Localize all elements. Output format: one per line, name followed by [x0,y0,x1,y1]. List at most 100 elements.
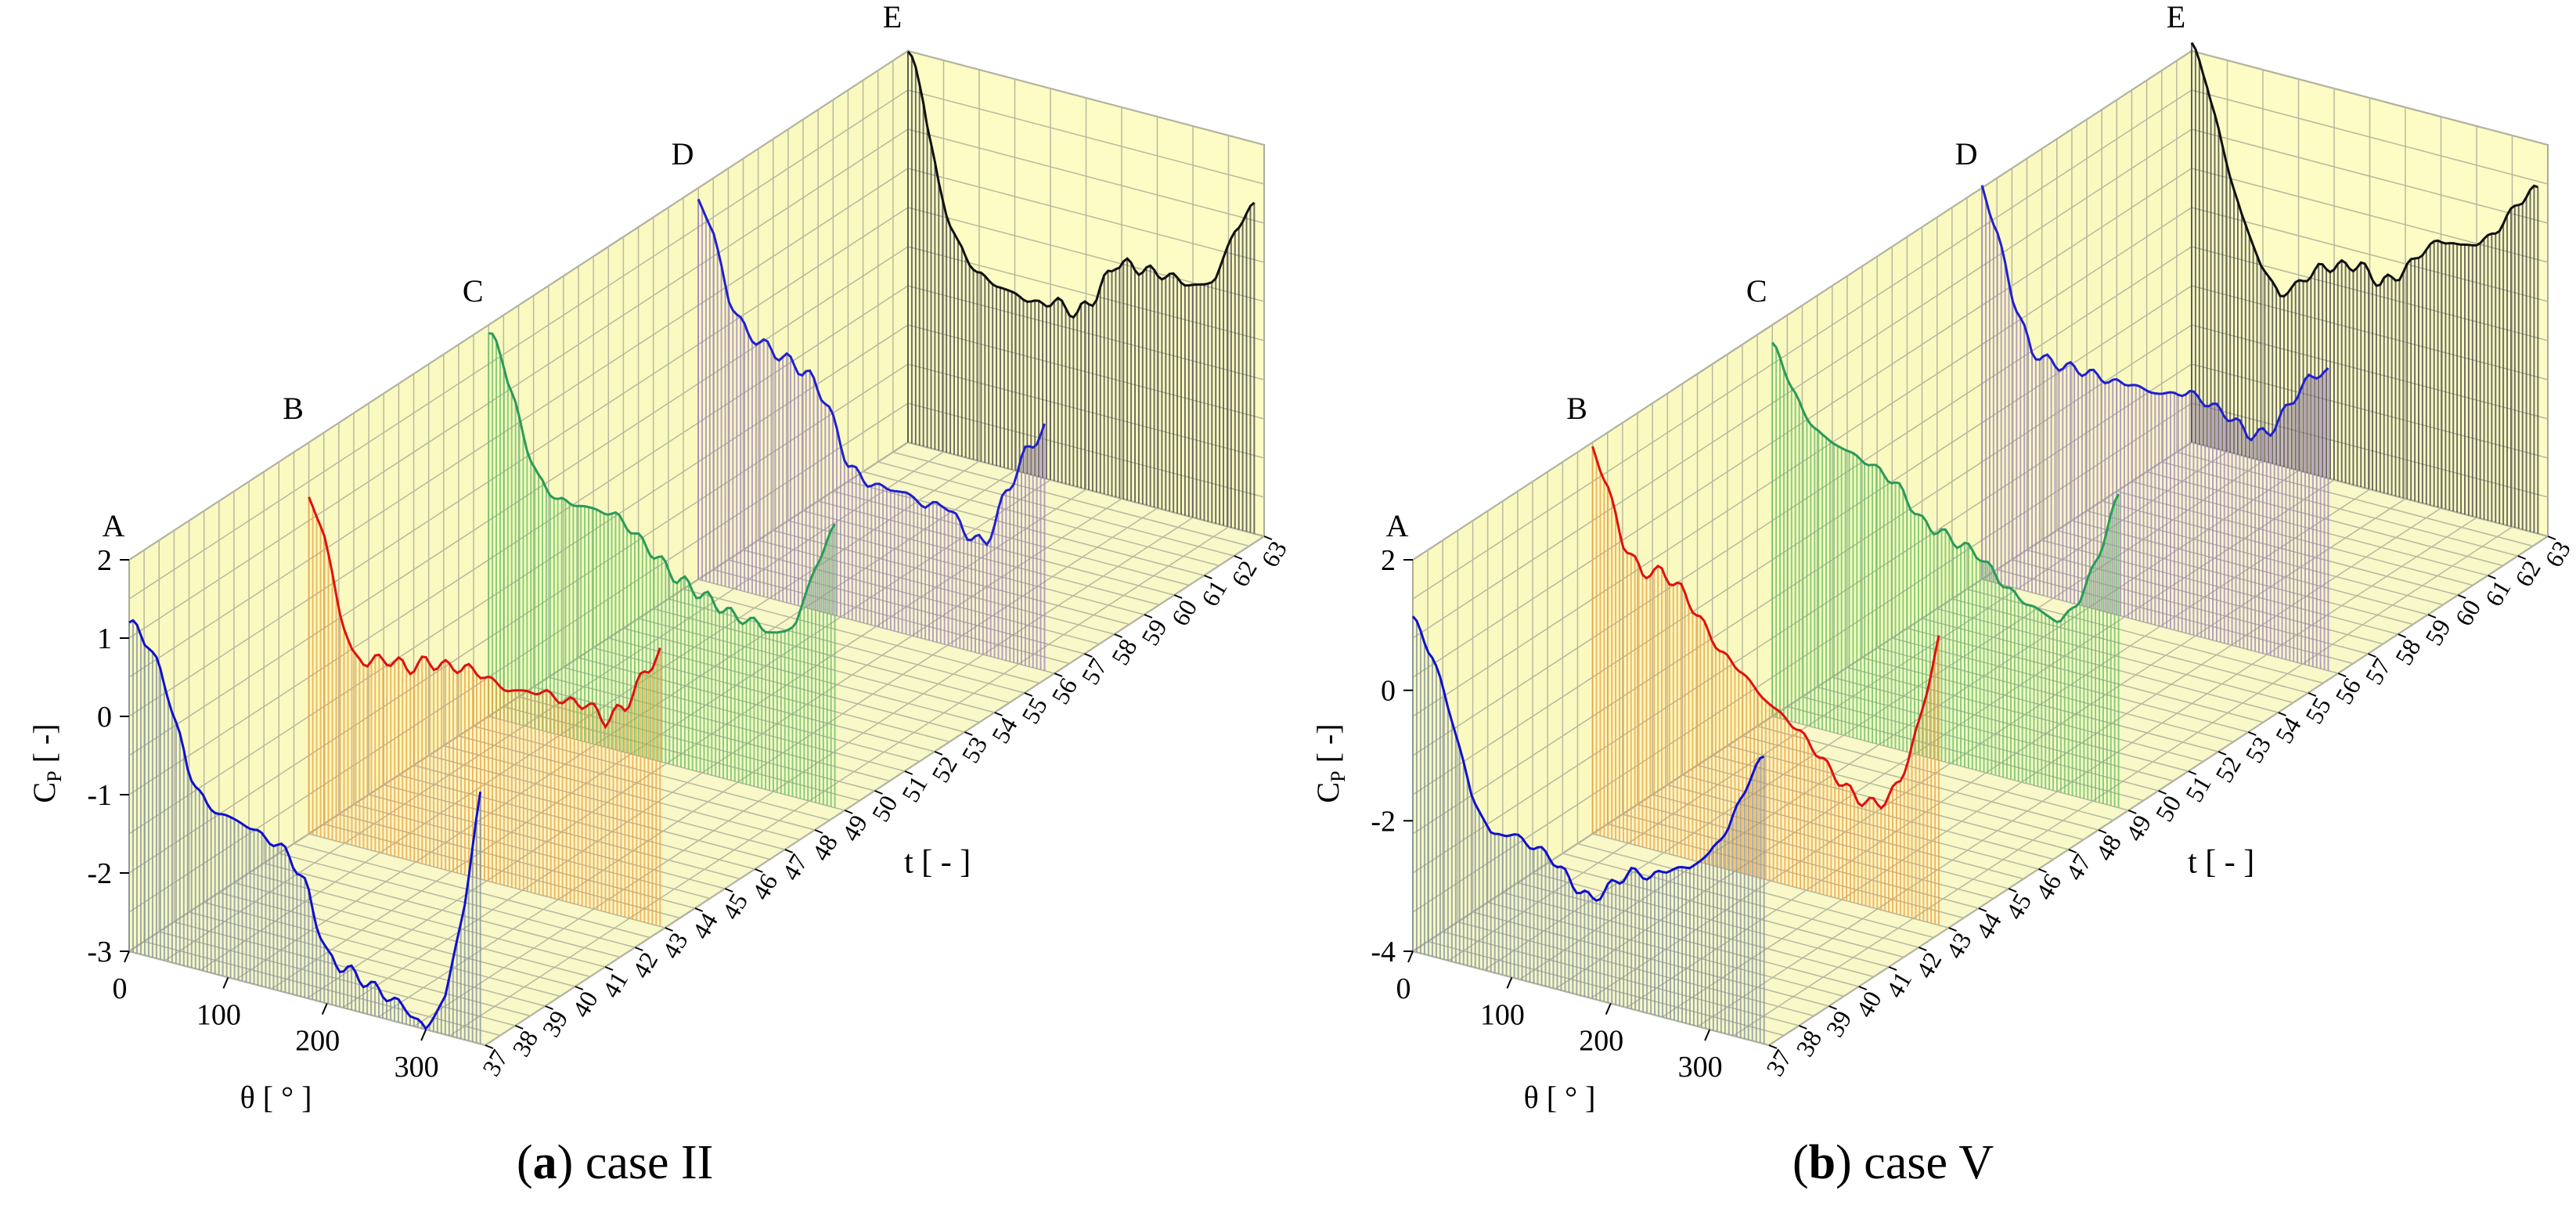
z-tick [1173,594,1183,599]
z-tick [2247,731,2257,736]
z-tick-label: 47 [2060,849,2097,886]
grid-line [128,442,909,952]
drop-lines [1412,616,1765,1044]
z-tick [1144,614,1153,619]
series-B: B [1566,391,1940,925]
z-tick [514,1025,524,1030]
z-tick [784,849,794,853]
grid-line [128,246,909,756]
chart-panel-b: E D C B A -4 -2 0 2 CP [ -] 0 100 200 300 θ [ ° ] 37383… [1310,0,2576,1115]
y-tick-label: 1 [97,622,112,655]
z-tick [934,751,943,756]
z-tick [1798,1025,1807,1030]
series-line-B [1591,445,1940,810]
z-tick-label: 53 [956,732,993,768]
x-tick [321,1003,328,1015]
z-tick-label: 42 [1910,947,1947,983]
z-tick-label: 56 [1046,673,1083,709]
z-tick-label: 61 [2479,575,2516,611]
z-tick [545,1005,553,1010]
z-tick [814,829,823,834]
z-tick-label: 55 [2300,693,2336,729]
z-tick [2308,692,2317,697]
grid-line [1412,402,2192,913]
z-tick [634,947,643,951]
z-tick [2098,829,2107,834]
z-tick-label: 46 [2030,869,2066,905]
x-tick-label: 200 [295,1025,340,1058]
series-label-C: C [1746,273,1767,308]
z-tick-label: 45 [716,889,753,925]
z-tick [2337,673,2347,677]
z-tick-label: 60 [2449,595,2486,631]
series-D: D [1955,136,2329,671]
z-tick-label: 57 [1075,654,1112,690]
z-tick [694,907,704,912]
drop-lines [1771,342,2120,808]
drop-lines [2191,42,2539,534]
series-line-A [1411,615,1765,902]
grid-line [1412,89,2192,600]
series-label-B: B [1566,391,1587,426]
series-D: D [672,136,1046,671]
z-tick-label: 63 [1256,536,1292,572]
series-label-C: C [463,273,484,308]
z-tick-label: 61 [1195,575,1232,611]
z-tick-label: 39 [1820,1006,1857,1042]
z-tick-label: 55 [1016,693,1053,729]
z-tick-label: 44 [1970,908,2007,944]
series-line-D [697,198,1046,546]
z-tick-label: 63 [2539,536,2576,572]
grid-line [128,285,909,795]
grid-line [128,363,909,874]
z-tick-label: 41 [596,967,633,1003]
z-tick [964,731,973,736]
z-tick-label: 54 [985,712,1022,748]
z-tick-label: 59 [1136,615,1173,651]
y-tick-label: 2 [1381,544,1396,577]
series-A: A [103,508,482,1044]
grid-line [1483,460,2264,971]
x-tick [420,1029,427,1041]
drop-lines [1981,185,2329,671]
y-tick-label: -3 [87,936,112,968]
z-tick [2398,633,2407,638]
series-line-C [1771,341,2120,624]
z-tick [904,770,913,775]
z-tick [755,868,763,873]
grid-line [378,507,1158,1018]
z-tick-label: 53 [2239,732,2276,768]
z-tick [485,1044,494,1049]
y-tick-label: -1 [87,779,112,812]
series-label-A: A [103,508,125,543]
series-line-C [488,331,836,634]
z-tick [1858,986,1868,990]
series-label-B: B [283,391,304,426]
z-tick [665,927,673,932]
z-tick-label: 54 [2269,712,2306,748]
y-tick-label: 0 [97,701,112,734]
grid-line [1412,168,2192,678]
y-axis-label: CP [ -] [27,723,66,803]
series-label-E: E [2167,0,2185,34]
x-axis-label: θ [ ° ] [1524,1080,1596,1115]
x-tick [124,950,130,963]
y-tick-label: -2 [87,857,112,890]
y-tick-label: -4 [1371,936,1396,968]
z-tick [1768,1044,1778,1049]
series-line-E [2190,41,2538,298]
z-tick [724,888,733,893]
z-tick [604,966,614,971]
series-B: B [283,391,661,927]
z-tick-label: 46 [746,869,783,905]
z-tick [2068,849,2077,853]
z-tick-label: 51 [2180,771,2217,807]
z-tick [2488,575,2496,579]
drop-lines [488,333,836,808]
grid-line [1412,363,2192,874]
z-tick-label: 45 [2000,889,2037,925]
z-tick-label: 37 [477,1045,513,1081]
grid-line [449,526,1229,1037]
z-tick-label: 62 [2509,556,2546,592]
